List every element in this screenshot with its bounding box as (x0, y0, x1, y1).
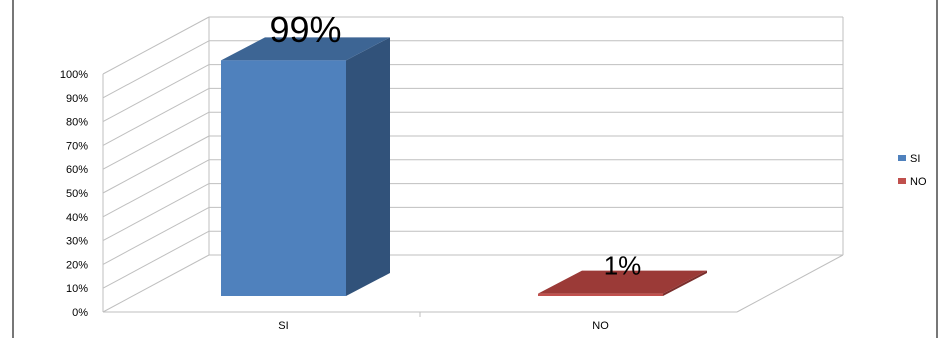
y-tick-label: 80% (66, 117, 88, 129)
y-tick-label: 40% (66, 212, 88, 224)
gridline-side (102, 87, 210, 146)
floor-right-edge (736, 254, 844, 313)
bar-layer (221, 37, 707, 296)
data-label-no: 1% (604, 251, 642, 281)
data-label-si: 99% (269, 9, 341, 50)
gridline-side (102, 111, 210, 170)
label-layer: 99% 1% (269, 9, 641, 281)
y-tick-label: 30% (66, 236, 88, 248)
legend-swatch-si (898, 155, 906, 161)
y-tick-label: 10% (66, 283, 88, 295)
axis-layer: 0% 10% 20% 30% 40% 50% 60% 70% 80% 90% 100% SI NO (60, 69, 737, 332)
y-tick-label: 20% (66, 259, 88, 271)
bar-no-top (538, 270, 707, 294)
gridline-side (102, 206, 210, 265)
gridline-side (102, 135, 210, 194)
bar-no (538, 293, 663, 296)
bar-no-side (663, 270, 707, 296)
gridline-side (102, 254, 210, 313)
y-tick-label: 60% (66, 164, 88, 176)
legend-swatch-no (898, 178, 906, 184)
y-tick-label: 50% (66, 188, 88, 200)
y-tick-label: 0% (72, 307, 88, 319)
x-tick-label: NO (592, 320, 609, 332)
bar-si-top (221, 37, 390, 61)
legend: SI NO (898, 153, 927, 188)
y-tick-label: 70% (66, 140, 88, 152)
legend-label-no: NO (910, 176, 927, 188)
bar-si-side (346, 37, 390, 296)
y-tick-label: 100% (60, 69, 88, 81)
grid-layer (102, 16, 844, 313)
y-tick-label: 90% (66, 93, 88, 105)
legend-label-si: SI (910, 153, 920, 165)
x-tick-label: SI (278, 320, 288, 332)
gridline-side (102, 40, 210, 99)
bar-si (221, 60, 346, 296)
gridline-side (102, 16, 210, 75)
gridline-side (102, 64, 210, 123)
gridline-side (102, 230, 210, 289)
gridline-side (102, 183, 210, 242)
gridline-side (102, 159, 210, 218)
